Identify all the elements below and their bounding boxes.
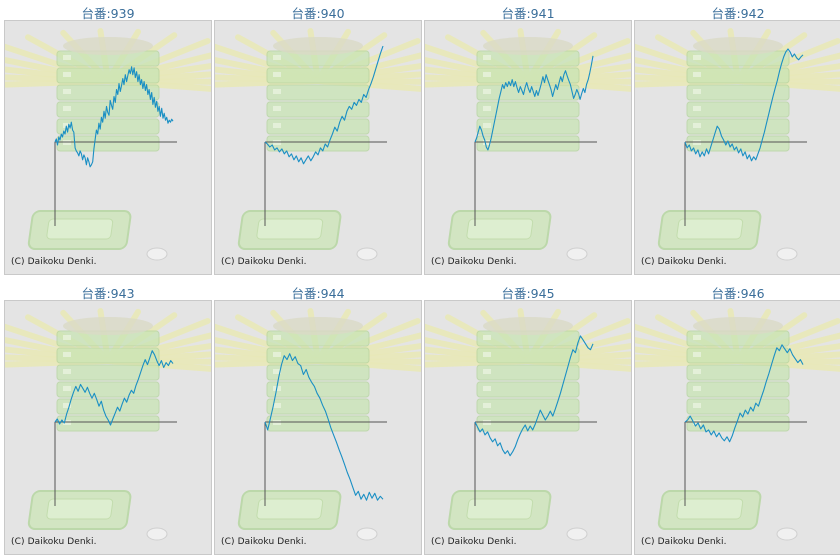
machine-graph-1[interactable]: 台番:939 (C) Daikoku Denki.	[4, 0, 212, 280]
graph-panel: (C) Daikoku Denki.	[214, 300, 422, 555]
copyright-label: (C) Daikoku Denki.	[641, 537, 727, 547]
payout-chart	[215, 308, 421, 541]
copyright-label: (C) Daikoku Denki.	[641, 257, 727, 267]
background-art	[425, 28, 631, 261]
machine-number-title[interactable]: 台番:940	[291, 6, 345, 21]
payout-chart	[635, 28, 840, 261]
copyright-label: (C) Daikoku Denki.	[221, 537, 307, 547]
machine-number-title[interactable]: 台番:939	[81, 6, 135, 21]
graph-panel: (C) Daikoku Denki.	[214, 20, 422, 275]
machine-number-title[interactable]: 台番:944	[291, 286, 345, 301]
payout-line	[264, 353, 384, 501]
payout-chart	[5, 308, 211, 541]
background-art	[215, 308, 421, 541]
payout-chart	[635, 308, 840, 541]
payout-line	[54, 350, 174, 426]
copyright-label: (C) Daikoku Denki.	[431, 257, 517, 267]
payout-line	[684, 48, 804, 162]
graph-panel: (C) Daikoku Denki.	[424, 20, 632, 275]
payout-line	[54, 66, 174, 168]
copyright-label: (C) Daikoku Denki.	[11, 537, 97, 547]
copyright-label: (C) Daikoku Denki.	[11, 257, 97, 267]
machine-number-title[interactable]: 台番:942	[711, 6, 765, 21]
background-art	[635, 308, 840, 541]
machine-number-title[interactable]: 台番:945	[501, 286, 555, 301]
graph-panel: (C) Daikoku Denki.	[634, 300, 840, 555]
machine-graph-5[interactable]: 台番:943 (C) Daikoku Denki.	[4, 280, 212, 560]
payout-line	[684, 344, 804, 443]
background-art	[5, 28, 211, 261]
payout-line	[474, 55, 594, 151]
copyright-label: (C) Daikoku Denki.	[431, 537, 517, 547]
payout-line	[264, 45, 384, 165]
copyright-label: (C) Daikoku Denki.	[221, 257, 307, 267]
machine-graph-8[interactable]: 台番:946 (C) Daikoku Denki.	[634, 280, 840, 560]
payout-chart	[5, 28, 211, 261]
machine-number-title[interactable]: 台番:943	[81, 286, 135, 301]
machine-number-title[interactable]: 台番:941	[501, 6, 555, 21]
background-art	[215, 28, 421, 261]
background-art	[425, 308, 631, 541]
graph-panel: (C) Daikoku Denki.	[424, 300, 632, 555]
machine-graph-6[interactable]: 台番:944 (C) Daikoku Denki.	[214, 280, 422, 560]
payout-chart	[425, 308, 631, 541]
graph-panel: (C) Daikoku Denki.	[634, 20, 840, 275]
machine-graph-4[interactable]: 台番:942 (C) Daikoku Denki.	[634, 0, 840, 280]
machine-number-title[interactable]: 台番:946	[711, 286, 765, 301]
graph-panel: (C) Daikoku Denki.	[4, 20, 212, 275]
payout-line	[474, 335, 594, 457]
machine-graph-2[interactable]: 台番:940 (C) Daikoku Denki.	[214, 0, 422, 280]
payout-chart	[215, 28, 421, 261]
machine-graph-3[interactable]: 台番:941 (C) Daikoku Denki.	[424, 0, 632, 280]
background-art	[5, 308, 211, 541]
payout-chart	[425, 28, 631, 261]
machine-graph-7[interactable]: 台番:945 (C) Daikoku Denki.	[424, 280, 632, 560]
background-art	[635, 28, 840, 261]
graph-panel: (C) Daikoku Denki.	[4, 300, 212, 555]
